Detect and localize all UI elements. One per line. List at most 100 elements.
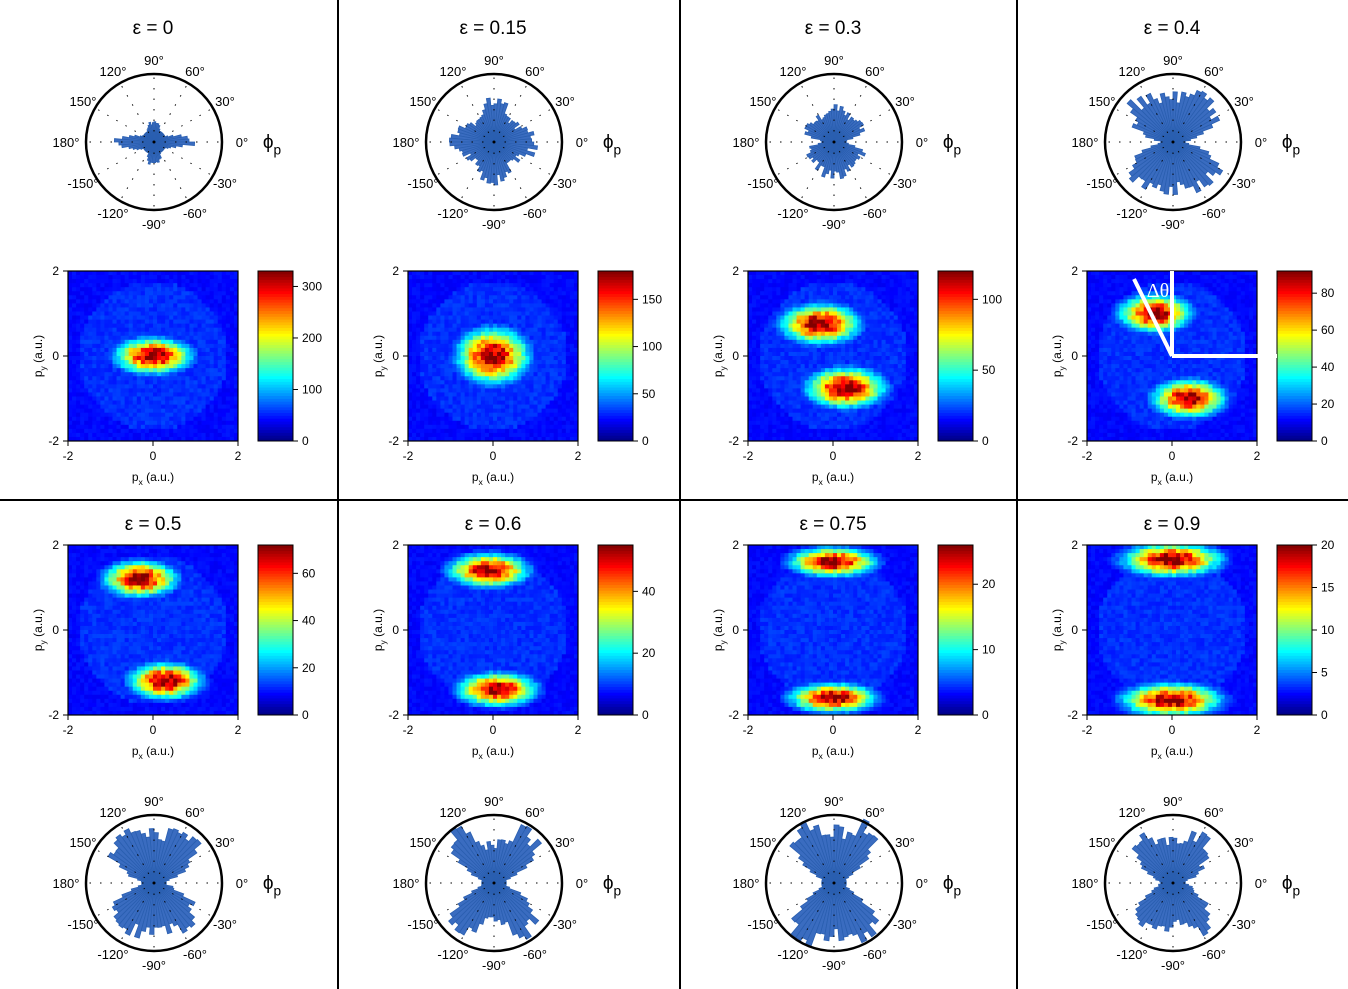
heatmap-cell [768,428,773,434]
heatmap-cell [472,420,478,426]
heatmap-cell [420,351,425,357]
heatmap-cell [468,416,474,422]
heatmap-cell [217,428,223,434]
heatmap-cell [517,295,522,300]
heatmap-cell [808,432,814,438]
heatmap-cell [88,368,93,373]
heatmap-cell [541,376,547,381]
heatmap-cell [505,339,510,345]
heatmap-cell [225,384,231,389]
heatmap-cell [545,283,551,288]
heatmap-cell [408,376,413,381]
heatmap-cell [420,295,425,300]
heatmap-cell [140,408,146,414]
heatmap-cell [501,295,506,300]
heatmap-cell [533,279,538,284]
heatmap-cell [225,335,231,341]
heatmap-cell [197,408,202,414]
heatmap-cell [521,400,526,405]
heatmap-cell [472,347,478,353]
heatmap-cell [92,299,97,304]
heatmap-cell [189,404,194,410]
heatmap-cell [529,396,534,401]
heatmap-cell [76,335,81,341]
heatmap-cell [756,368,761,373]
heatmap-cell [780,335,785,341]
heatmap-cell [428,360,433,365]
heatmap-cell [205,436,211,442]
heatmap-cell [173,275,178,280]
heatmap-cell [541,408,547,414]
heatmap-cell [501,323,506,329]
heatmap-cell [177,388,182,393]
heatmap-cell [812,436,818,442]
heatmap-cell [96,307,101,312]
heatmap-cell [517,436,522,442]
heatmap-cell [420,283,425,288]
heatmap-cell [493,368,498,373]
heatmap-cell [816,404,822,410]
heatmap-cell [529,279,534,284]
heatmap-cell [509,424,514,430]
heatmap-cell [472,356,478,361]
heatmap-cell [804,311,810,316]
heatmap-cell [488,428,494,434]
polar-angle-label: 90° [144,53,164,68]
heatmap-cell [488,295,494,300]
heatmap-cell [128,404,134,410]
heatmap-cell [493,335,498,341]
heatmap-cell [221,319,227,325]
heatmap-cell [833,376,838,381]
heatmap-cell [557,432,563,438]
heatmap-cell [768,343,773,349]
heatmap-cell [205,319,211,325]
heatmap-cell [841,327,846,333]
heatmap-cell [205,432,211,438]
heatmap-cell [157,412,162,418]
heatmap-cells [408,271,579,442]
heatmap-cell [420,299,425,304]
heatmap-cell [808,368,814,373]
heatmap-cell [100,331,105,337]
heatmap-cell [169,376,174,381]
heatmap-cell [561,339,567,345]
heatmap-cell [780,315,785,320]
heatmap-cell [148,299,154,304]
heatmap-cell [808,323,814,329]
heatmap-cell [784,424,789,430]
heatmap-cell [444,271,449,276]
heatmap-cell [816,416,822,422]
heatmap-cell [549,388,555,393]
heatmap-cell [816,327,822,333]
heatmap-cell [833,436,838,442]
heatmap-cell [157,376,162,381]
heatmap-cell [420,356,425,361]
heatmap-cell [217,275,223,280]
heatmap-cell [557,307,563,312]
polar-grid-line [799,141,835,202]
heatmap-cell [837,331,842,337]
heatmap-cell [824,343,830,349]
heatmap-cell [513,319,518,325]
heatmap-cell [768,392,773,397]
heatmap-cell [136,327,142,333]
heatmap-cell [153,436,158,442]
heatmap-cell [128,400,134,405]
heatmap-cell [792,392,797,397]
heatmap-cell [565,275,571,280]
colorbar-segment [258,361,293,365]
heatmap-cell [553,376,559,381]
heatmap-cell [217,372,223,377]
heatmap-cell [432,335,437,341]
heatmap-cell [185,351,190,357]
heatmap-cell [189,424,194,430]
heatmap-cell [148,364,154,369]
heatmap-cell [440,428,445,434]
colorbar-tick-label: 50 [642,387,656,401]
heatmap-cell [193,311,198,316]
heatmap-cell [68,416,73,422]
heatmap-cell [816,343,822,349]
heatmap-cell [96,299,101,304]
heatmap-cell [96,351,101,357]
heatmap-cell [144,271,150,276]
